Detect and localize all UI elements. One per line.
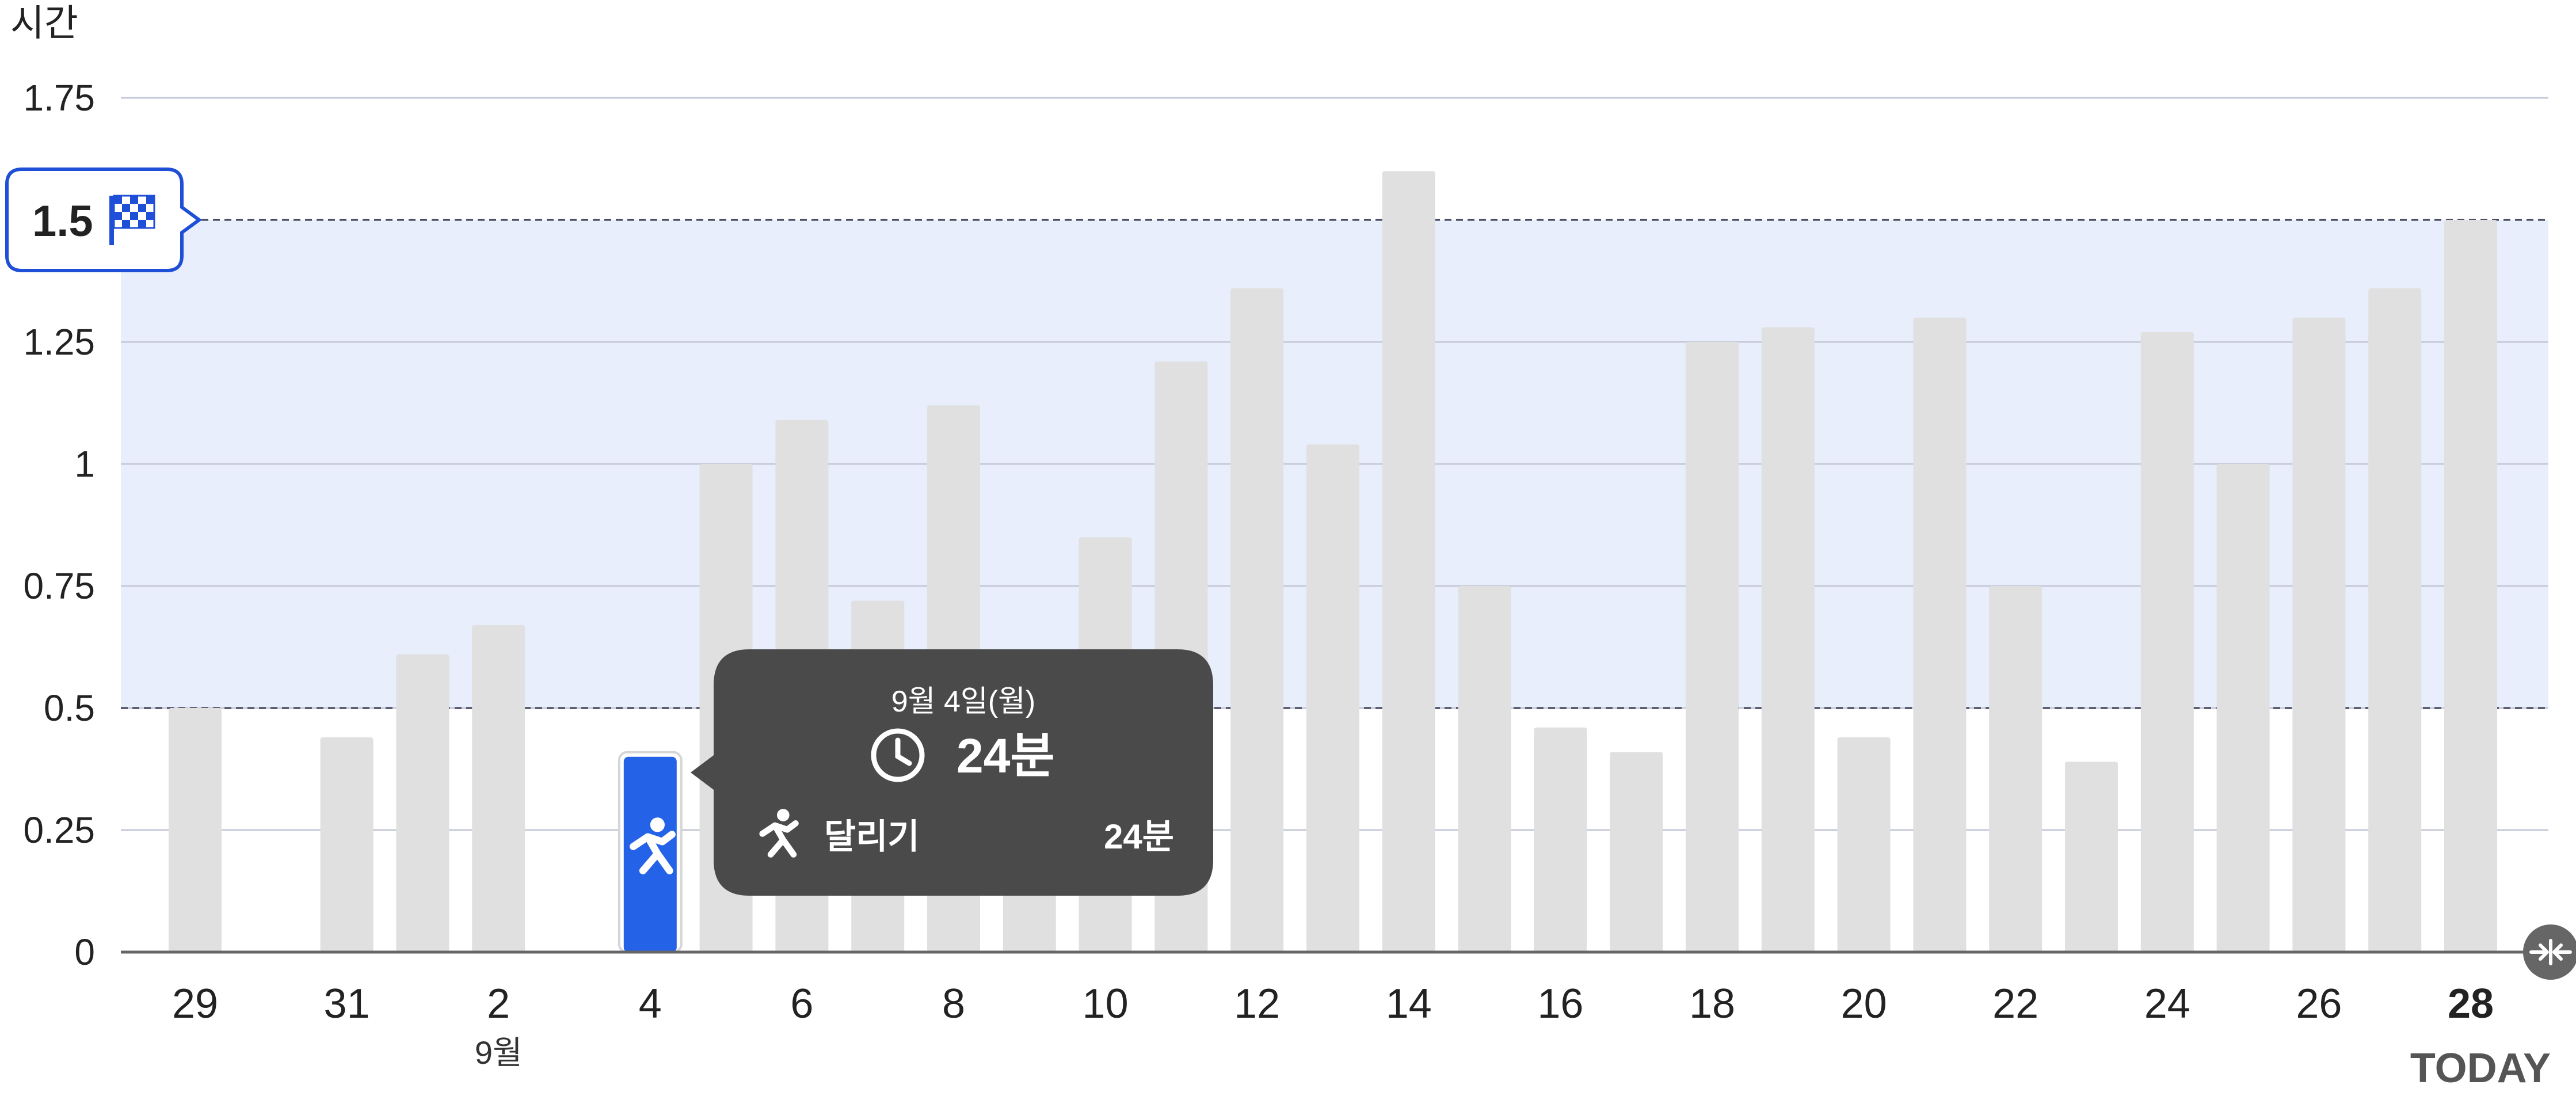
goal-badge-shape: [5, 168, 203, 272]
bar[interactable]: [396, 654, 449, 952]
y-tick-label: 1: [74, 443, 95, 485]
x-axis-labels: 29 31 2 9월 4 6 8 10 12 14 16 18 20 22 24 26 28 TODAY: [172, 981, 2551, 1091]
bar[interactable]: [1458, 586, 1511, 952]
flag-cell: [114, 212, 122, 220]
y-axis-labels: 1.75 1.25 1 0.75 0.5 0.25 0: [23, 77, 95, 973]
y-tick-label: 0: [74, 931, 95, 973]
bar[interactable]: [2140, 332, 2194, 952]
bar[interactable]: [2368, 288, 2422, 953]
today-label: TODAY: [2410, 1045, 2551, 1091]
x-tick-label: 14: [1386, 981, 1432, 1027]
runner-figure: [630, 817, 676, 874]
bar[interactable]: [1837, 737, 1891, 952]
clock-face: [871, 728, 925, 782]
clock-icon: [871, 728, 925, 782]
bar[interactable]: [1306, 444, 1359, 952]
flag-cell: [130, 196, 138, 204]
flag-cell: [130, 204, 138, 212]
x-tick-label: 24: [2144, 981, 2190, 1027]
bar[interactable]: [1761, 327, 1815, 952]
x-tick-label: 4: [639, 981, 662, 1027]
collapse-arrows: [2529, 939, 2572, 965]
x-tick-label: 28: [2448, 981, 2494, 1027]
x-tick-label: 6: [790, 981, 813, 1027]
runner-head: [777, 809, 790, 821]
flag-cell: [146, 204, 154, 212]
tooltip-date: 9월 4일(월): [891, 685, 1035, 718]
flag-cell: [114, 196, 122, 204]
flag-cell: [146, 220, 154, 228]
flag-border: [113, 195, 155, 229]
bar[interactable]: [2292, 317, 2346, 952]
bar[interactable]: [1913, 317, 1967, 952]
y-tick-label: 1.25: [23, 321, 95, 363]
y-tick-label: 0.75: [23, 565, 95, 607]
day-tooltip: 9월 4일(월) 24분 달리기 24분: [691, 649, 1213, 896]
flag-cell: [122, 204, 130, 212]
y-axis-title: 시간: [10, 2, 78, 44]
collapse-button[interactable]: [2523, 924, 2576, 980]
flag-cell: [138, 196, 146, 204]
running-icon: [759, 809, 799, 858]
month-label: 9월: [475, 1034, 523, 1071]
x-tick-label: 10: [1083, 981, 1129, 1027]
bar[interactable]: [1382, 171, 1435, 953]
flag-cell: [114, 204, 122, 212]
tooltip-activity-value: 24분: [1104, 817, 1174, 856]
bar[interactable]: [2444, 220, 2497, 952]
running-icon: [630, 817, 676, 874]
flag-cell: [130, 220, 138, 228]
y-tick-label: 1.75: [23, 77, 95, 119]
flag-cell: [114, 220, 122, 228]
runner-figure: [759, 809, 799, 858]
x-tick-label: 18: [1689, 981, 1735, 1027]
runner-head: [650, 817, 665, 832]
y-tick-label: 0.5: [44, 687, 95, 729]
collapse-arrows-icon: [2529, 939, 2572, 965]
flag-cell: [138, 220, 146, 228]
x-tick-label: 8: [942, 981, 965, 1027]
bar[interactable]: [1230, 288, 1284, 953]
x-tick-label: 31: [324, 981, 370, 1027]
x-tick-label: 16: [1537, 981, 1583, 1027]
runner-body: [759, 820, 799, 858]
flag-cell: [138, 204, 146, 212]
x-tick-label: 2: [487, 981, 510, 1027]
bar[interactable]: [2065, 762, 2118, 952]
goal-badge[interactable]: 1.5: [5, 168, 203, 272]
goal-value-label: 1.5: [32, 197, 93, 246]
flag-cell: [138, 212, 146, 220]
bar[interactable]: [1686, 342, 1739, 952]
x-tick-label: 29: [172, 981, 218, 1027]
x-tick-label: 12: [1234, 981, 1280, 1027]
flag-cell: [146, 212, 154, 220]
bar[interactable]: [169, 708, 222, 952]
bar-selected[interactable]: [623, 756, 677, 952]
flag-cell: [122, 212, 130, 220]
flag-cell: [130, 212, 138, 220]
clock-hands: [895, 737, 912, 766]
bar[interactable]: [472, 625, 525, 952]
x-tick-label: 20: [1841, 981, 1887, 1027]
y-tick-label: 0.25: [23, 809, 95, 851]
x-tick-label: 22: [1992, 981, 2038, 1027]
flag-cell: [122, 196, 130, 204]
x-tick-label: 26: [2296, 981, 2342, 1027]
tooltip-bubble: [691, 649, 1213, 896]
bar[interactable]: [1534, 727, 1587, 952]
tooltip-activity-name: 달리기: [824, 817, 920, 856]
tooltip-total: 24분: [957, 729, 1055, 783]
flag-cell: [122, 220, 130, 228]
bar[interactable]: [2216, 464, 2270, 952]
flag-pole: [109, 196, 114, 245]
bar[interactable]: [320, 737, 374, 952]
runner-body: [630, 831, 676, 874]
checkered-flag-icon: [109, 195, 155, 245]
bar[interactable]: [1989, 586, 2042, 952]
flag-cell: [146, 196, 154, 204]
bar[interactable]: [1610, 752, 1663, 952]
